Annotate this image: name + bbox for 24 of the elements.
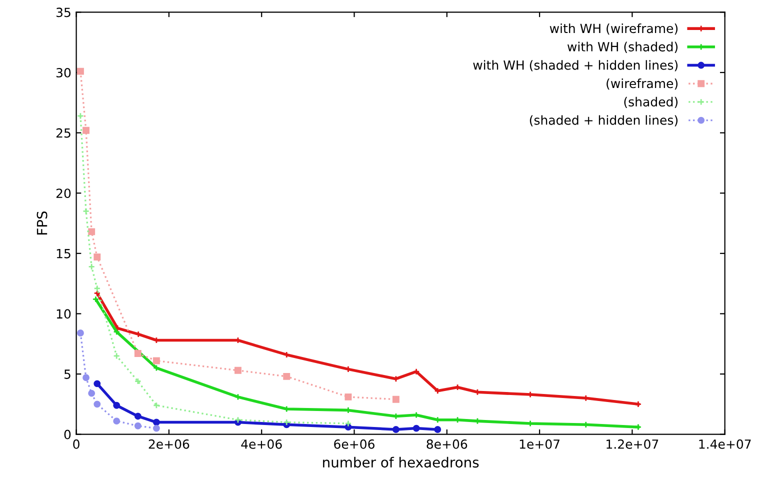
x-tick-label: 4e+06 (241, 439, 282, 449)
x-tick-label: 2e+06 (148, 439, 190, 449)
x-tick-label: 1.4e+07 (699, 439, 751, 449)
y-tick-label: 5 (64, 370, 70, 379)
y-tick-label: 15 (56, 249, 70, 258)
legend-label: with WH (wireframe) (550, 23, 678, 35)
y-axis-title: FPS (36, 211, 48, 234)
x-tick-label: 1e+07 (520, 439, 560, 449)
y-tick-label: 20 (56, 188, 71, 198)
y-tick-label: 30 (56, 68, 71, 78)
y-tick-label: 0 (64, 430, 71, 440)
legend-label: with WH (shaded + hidden lines) (473, 60, 678, 72)
y-tick-label: 10 (56, 309, 71, 319)
x-tick-label: 0 (73, 439, 80, 449)
y-tick-label: 35 (56, 8, 70, 18)
legend-label: (wireframe) (606, 78, 678, 90)
legend-label: with WH (shaded) (567, 42, 678, 53)
x-tick-label: 8e+06 (426, 439, 468, 449)
x-axis-title: number of hexaedrons (323, 456, 479, 468)
y-tick-label: 25 (56, 128, 70, 138)
x-tick-label: 1.2e+07 (606, 439, 658, 449)
legend-label: (shaded + hidden lines) (530, 115, 678, 126)
x-tick-label: 6e+06 (334, 439, 374, 449)
legend-label: (shaded) (624, 96, 678, 108)
